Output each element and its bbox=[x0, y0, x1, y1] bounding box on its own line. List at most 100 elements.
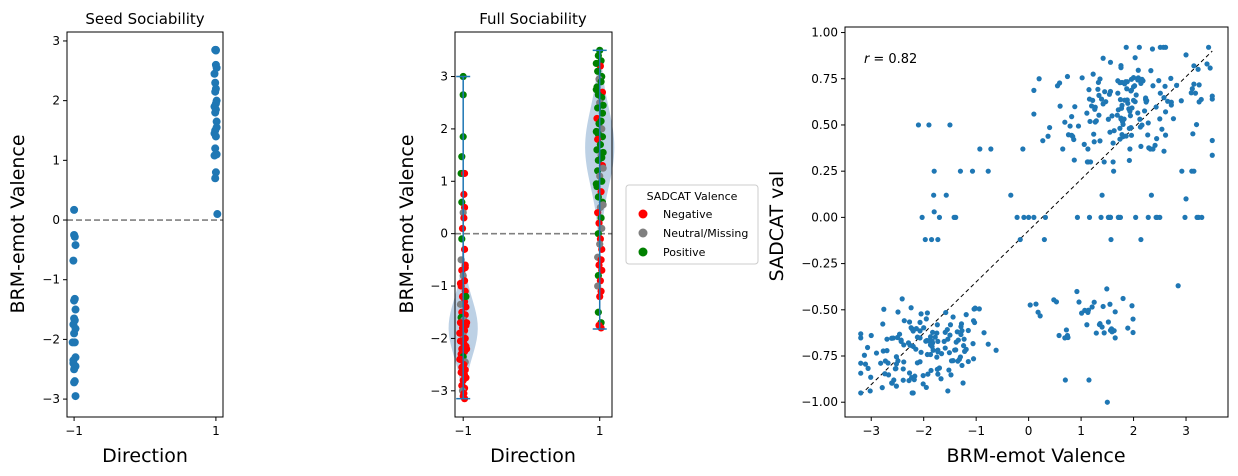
data-point bbox=[71, 241, 80, 250]
y-tick-label: −2 bbox=[42, 332, 60, 346]
data-point bbox=[1107, 88, 1114, 95]
data-point bbox=[1085, 307, 1092, 313]
data-point bbox=[1192, 90, 1199, 96]
data-point bbox=[456, 355, 464, 363]
data-point bbox=[1056, 80, 1063, 86]
data-point bbox=[901, 359, 907, 365]
data-point bbox=[1125, 325, 1131, 331]
x-axis-label: BRM-emot Valence bbox=[946, 445, 1125, 467]
data-point bbox=[1027, 302, 1033, 308]
data-point bbox=[70, 329, 79, 338]
data-point bbox=[965, 358, 971, 365]
data-point bbox=[456, 300, 465, 308]
data-point bbox=[1161, 95, 1167, 101]
data-point bbox=[1063, 327, 1070, 333]
data-point bbox=[1091, 131, 1097, 137]
data-point bbox=[70, 378, 79, 387]
data-point bbox=[1079, 75, 1085, 81]
data-point bbox=[1098, 214, 1104, 220]
y-tick-label: 3 bbox=[440, 70, 448, 84]
data-point bbox=[1033, 301, 1039, 307]
data-point bbox=[1069, 132, 1075, 138]
legend-label-positive: Positive bbox=[663, 246, 706, 259]
data-point bbox=[212, 123, 221, 132]
legend-title: SADCAT Valence bbox=[647, 190, 738, 203]
axes-frame bbox=[66, 31, 224, 418]
data-point bbox=[930, 347, 936, 353]
data-point bbox=[1195, 66, 1201, 72]
x-tick-label: −1 bbox=[454, 424, 472, 438]
data-point bbox=[938, 376, 944, 382]
data-point bbox=[460, 245, 469, 253]
x-tick-label: 1 bbox=[212, 424, 220, 438]
data-point bbox=[1139, 76, 1145, 82]
data-point bbox=[1135, 67, 1141, 73]
data-point bbox=[884, 336, 890, 342]
panel-seed-sociability: −1 1 −3 −2 −1 0 1 2 3 Seed Sociability Directio… bbox=[7, 10, 224, 467]
data-point bbox=[1109, 329, 1115, 335]
data-point bbox=[868, 374, 874, 380]
data-point bbox=[955, 358, 961, 364]
data-point bbox=[1076, 299, 1082, 305]
data-point bbox=[599, 148, 607, 157]
x-tick-label: 3 bbox=[1182, 424, 1190, 438]
y-axis-label: BRM-emot Valence bbox=[396, 134, 418, 313]
data-point bbox=[1086, 87, 1092, 93]
data-point bbox=[1093, 118, 1099, 124]
y-tick-label: −1 bbox=[42, 273, 60, 287]
data-point bbox=[1057, 103, 1063, 109]
data-point bbox=[889, 335, 895, 341]
data-point bbox=[960, 380, 966, 386]
data-point bbox=[71, 392, 80, 401]
data-point bbox=[936, 365, 943, 371]
data-point bbox=[1189, 86, 1195, 92]
data-point bbox=[1107, 301, 1113, 307]
data-point bbox=[1040, 138, 1046, 144]
data-point bbox=[1119, 102, 1125, 108]
data-point bbox=[1127, 146, 1133, 152]
data-point bbox=[1117, 136, 1123, 142]
data-point bbox=[1129, 105, 1135, 111]
data-point bbox=[1120, 121, 1126, 128]
data-point bbox=[961, 336, 967, 342]
data-point bbox=[462, 292, 470, 301]
data-point bbox=[1149, 46, 1156, 52]
data-point bbox=[211, 108, 220, 117]
data-point bbox=[1020, 146, 1026, 152]
data-point bbox=[1150, 83, 1156, 89]
data-point bbox=[1130, 329, 1136, 336]
data-point bbox=[1092, 106, 1098, 112]
data-point bbox=[1162, 109, 1169, 115]
data-point bbox=[1071, 136, 1077, 143]
data-point bbox=[901, 342, 907, 348]
data-point bbox=[1162, 83, 1168, 89]
data-point bbox=[1123, 133, 1129, 139]
data-point bbox=[1084, 110, 1090, 116]
data-point bbox=[1141, 108, 1148, 114]
data-point bbox=[970, 318, 977, 324]
data-point bbox=[212, 117, 221, 126]
data-point bbox=[1111, 168, 1117, 174]
data-point bbox=[1037, 313, 1043, 319]
data-point bbox=[1115, 90, 1121, 96]
data-point bbox=[879, 385, 885, 391]
data-point bbox=[1056, 332, 1062, 339]
data-point bbox=[908, 325, 914, 331]
data-point bbox=[1084, 322, 1090, 328]
data-point bbox=[1067, 123, 1073, 129]
data-point bbox=[946, 367, 952, 373]
data-point bbox=[1047, 124, 1053, 131]
data-point bbox=[1137, 116, 1143, 122]
data-point bbox=[211, 174, 220, 183]
data-point bbox=[1209, 137, 1215, 144]
data-point bbox=[1098, 96, 1105, 102]
y-tick-label: 0.75 bbox=[811, 72, 838, 86]
y-tick-label: −0.75 bbox=[801, 349, 838, 363]
data-point bbox=[934, 322, 940, 328]
data-point bbox=[1145, 132, 1151, 138]
data-point bbox=[1124, 86, 1130, 92]
data-point bbox=[1191, 168, 1197, 174]
data-point bbox=[1170, 116, 1177, 122]
data-point bbox=[943, 192, 949, 198]
data-point bbox=[931, 209, 937, 215]
